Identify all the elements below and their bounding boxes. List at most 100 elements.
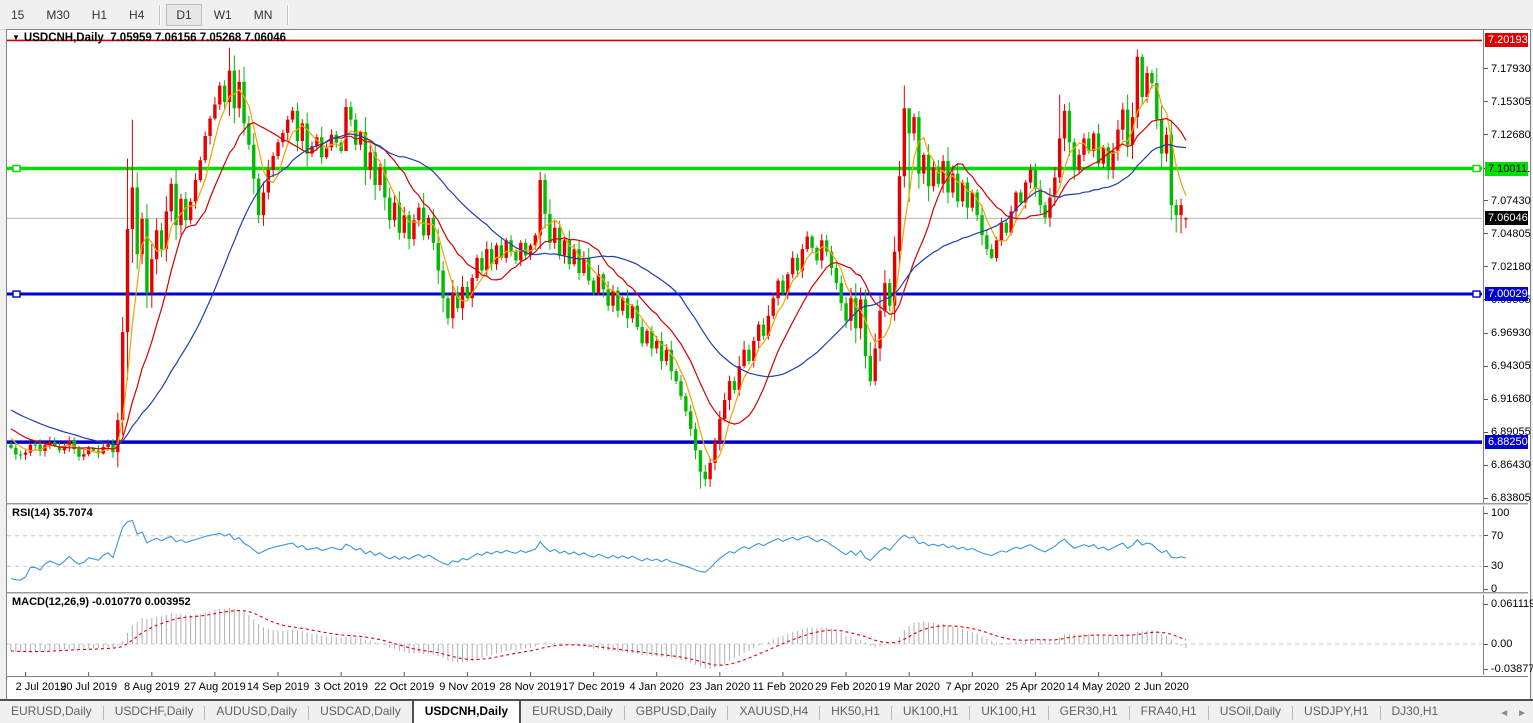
chart-tab-gbpusd-daily[interactable]: GBPUSD,Daily bbox=[635, 704, 717, 718]
axis-tick-mark bbox=[1484, 668, 1488, 670]
chart-tab-ger30-h1[interactable]: GER30,H1 bbox=[1059, 704, 1118, 718]
candle-body bbox=[655, 340, 659, 349]
candle-body bbox=[1150, 73, 1154, 84]
macd-signal-line bbox=[10, 609, 1187, 666]
chart-tab-uk100-h1[interactable]: UK100,H1 bbox=[902, 704, 959, 718]
chevron-down-icon[interactable]: ▼ bbox=[12, 33, 20, 42]
timeframe-button-mn[interactable]: MN bbox=[253, 7, 273, 22]
chart-tab-fra40-h1[interactable]: FRA40,H1 bbox=[1140, 704, 1197, 718]
candle-body bbox=[1048, 197, 1052, 218]
pane-separator-main-rsi[interactable] bbox=[7, 503, 1528, 506]
candle-body bbox=[252, 144, 256, 179]
timeframe-button-h1[interactable]: H1 bbox=[91, 7, 108, 22]
candle-body bbox=[1140, 56, 1144, 97]
candle-body bbox=[14, 447, 18, 455]
timeframe-button-m30[interactable]: M30 bbox=[46, 7, 70, 22]
hline-handle[interactable] bbox=[1472, 164, 1481, 173]
timeframe-button-h4[interactable]: H4 bbox=[129, 7, 145, 22]
candle-body bbox=[120, 332, 125, 421]
candle-body bbox=[742, 349, 746, 367]
timeframe-button-w1[interactable]: W1 bbox=[213, 7, 232, 22]
candle-body bbox=[402, 215, 406, 233]
candle-body bbox=[329, 134, 334, 148]
price-tick-label: 6.86430 bbox=[1491, 459, 1531, 472]
chart-tab-dj30-h1[interactable]: DJ30,H1 bbox=[1391, 704, 1439, 718]
time-label: 23 Jan 2020 bbox=[689, 681, 751, 693]
candle-body bbox=[771, 298, 775, 316]
candle-body bbox=[315, 137, 319, 147]
chart-tab-eurusd-daily[interactable]: EURUSD,Daily bbox=[532, 704, 613, 718]
candle-body bbox=[232, 70, 237, 109]
tab-separator bbox=[969, 706, 971, 720]
candle-body bbox=[543, 179, 547, 214]
chart-tab-usdchf-daily[interactable]: USDCHF,Daily bbox=[114, 704, 194, 718]
chart-ohlc-values: 7.05959 7.06156 7.05268 7.06046 bbox=[110, 32, 287, 44]
tab-separator bbox=[1207, 706, 1209, 720]
chart-tab-xauusd-h4[interactable]: XAUUSD,H4 bbox=[739, 704, 809, 718]
tab-scroll-left-icon[interactable]: ◄ bbox=[1499, 707, 1510, 719]
candle-body bbox=[193, 179, 198, 202]
candle-body bbox=[650, 330, 654, 349]
time-label: 8 Aug 2019 bbox=[123, 681, 180, 693]
candle-body bbox=[562, 240, 567, 256]
candle-body bbox=[1135, 56, 1140, 118]
chart-tab-eurusd-daily[interactable]: EURUSD,Daily bbox=[11, 704, 92, 718]
time-label: 3 Oct 2019 bbox=[314, 681, 369, 693]
candle-body bbox=[286, 119, 290, 133]
timeframe-toolbar: 15 M30 H1 H4 D1 W1 MN bbox=[0, 0, 1533, 30]
tab-separator bbox=[890, 706, 892, 720]
timeframe-button-15[interactable]: 15 bbox=[11, 7, 25, 22]
price-tick-label: 7.17930 bbox=[1491, 62, 1531, 75]
candle-body bbox=[689, 411, 693, 429]
candle-body bbox=[640, 327, 644, 344]
hline-handle[interactable] bbox=[12, 290, 21, 298]
candle-body bbox=[795, 257, 800, 271]
candle-body bbox=[499, 245, 504, 258]
tab-scroll-right-icon[interactable]: ► bbox=[1517, 707, 1527, 719]
candle-body bbox=[475, 257, 479, 279]
candle-body bbox=[951, 173, 955, 193]
chart-tab-hk50-h1[interactable]: HK50,H1 bbox=[831, 704, 880, 718]
chart-symbol-label: USDCNH,Daily bbox=[23, 32, 104, 44]
candle-body bbox=[33, 444, 37, 446]
candle-body bbox=[606, 289, 610, 306]
hline-handle[interactable] bbox=[1472, 290, 1481, 298]
time-axis[interactable]: 2 Jul 2019 20 Jul 2019 8 Aug 2019 27 Aug 20… bbox=[7, 676, 1528, 699]
candle-body bbox=[455, 293, 460, 309]
candle-body bbox=[761, 324, 766, 336]
candle-body bbox=[1019, 192, 1023, 203]
candle-body bbox=[873, 348, 877, 382]
tab-separator bbox=[727, 706, 729, 720]
candle-body bbox=[790, 257, 795, 275]
time-label: 7 Apr 2020 bbox=[945, 681, 999, 693]
rsi-tick-label: 30 bbox=[1491, 560, 1504, 573]
candle-body bbox=[786, 274, 790, 294]
candle-body bbox=[387, 197, 392, 221]
candle-body bbox=[1014, 192, 1018, 212]
hline-handle[interactable] bbox=[12, 164, 21, 173]
toolbar-separator bbox=[159, 4, 162, 25]
axis-tick-mark bbox=[1484, 200, 1488, 202]
candle-body bbox=[407, 215, 411, 240]
chart-tab-audusd-daily[interactable]: AUDUSD,Daily bbox=[216, 704, 298, 718]
chart-tab-uk100-h1[interactable]: UK100,H1 bbox=[981, 704, 1037, 718]
chart-tab-usdcad-daily[interactable]: USDCAD,Daily bbox=[320, 704, 401, 718]
price-marker-box: 7.10011 bbox=[1485, 161, 1528, 176]
time-label: 2 Jun 2020 bbox=[1134, 681, 1189, 693]
price-axis[interactable]: 7.17930 7.15305 7.12680 7.10011 7.07430 7.048… bbox=[1483, 30, 1533, 675]
candle-body bbox=[630, 305, 635, 319]
candle-body bbox=[824, 240, 829, 252]
candle-body bbox=[582, 257, 586, 274]
time-label: 11 Feb 2020 bbox=[752, 681, 814, 693]
axis-tick-mark bbox=[1484, 68, 1488, 70]
chart-tab-usdcnh-daily[interactable]: USDCNH,Daily bbox=[411, 699, 522, 723]
candle-body bbox=[86, 448, 91, 455]
axis-tick-mark bbox=[1484, 464, 1488, 466]
pane-separator-rsi-macd[interactable] bbox=[7, 592, 1528, 595]
chart-tab-usoil-daily[interactable]: USOil,Daily bbox=[1219, 704, 1282, 718]
timeframe-button-d1[interactable]: D1 bbox=[166, 3, 202, 26]
candle-body bbox=[776, 280, 780, 299]
candle-body bbox=[431, 217, 436, 243]
chart-tab-usdjpy-h1[interactable]: USDJPY,H1 bbox=[1304, 704, 1369, 718]
candle-body bbox=[67, 440, 71, 447]
